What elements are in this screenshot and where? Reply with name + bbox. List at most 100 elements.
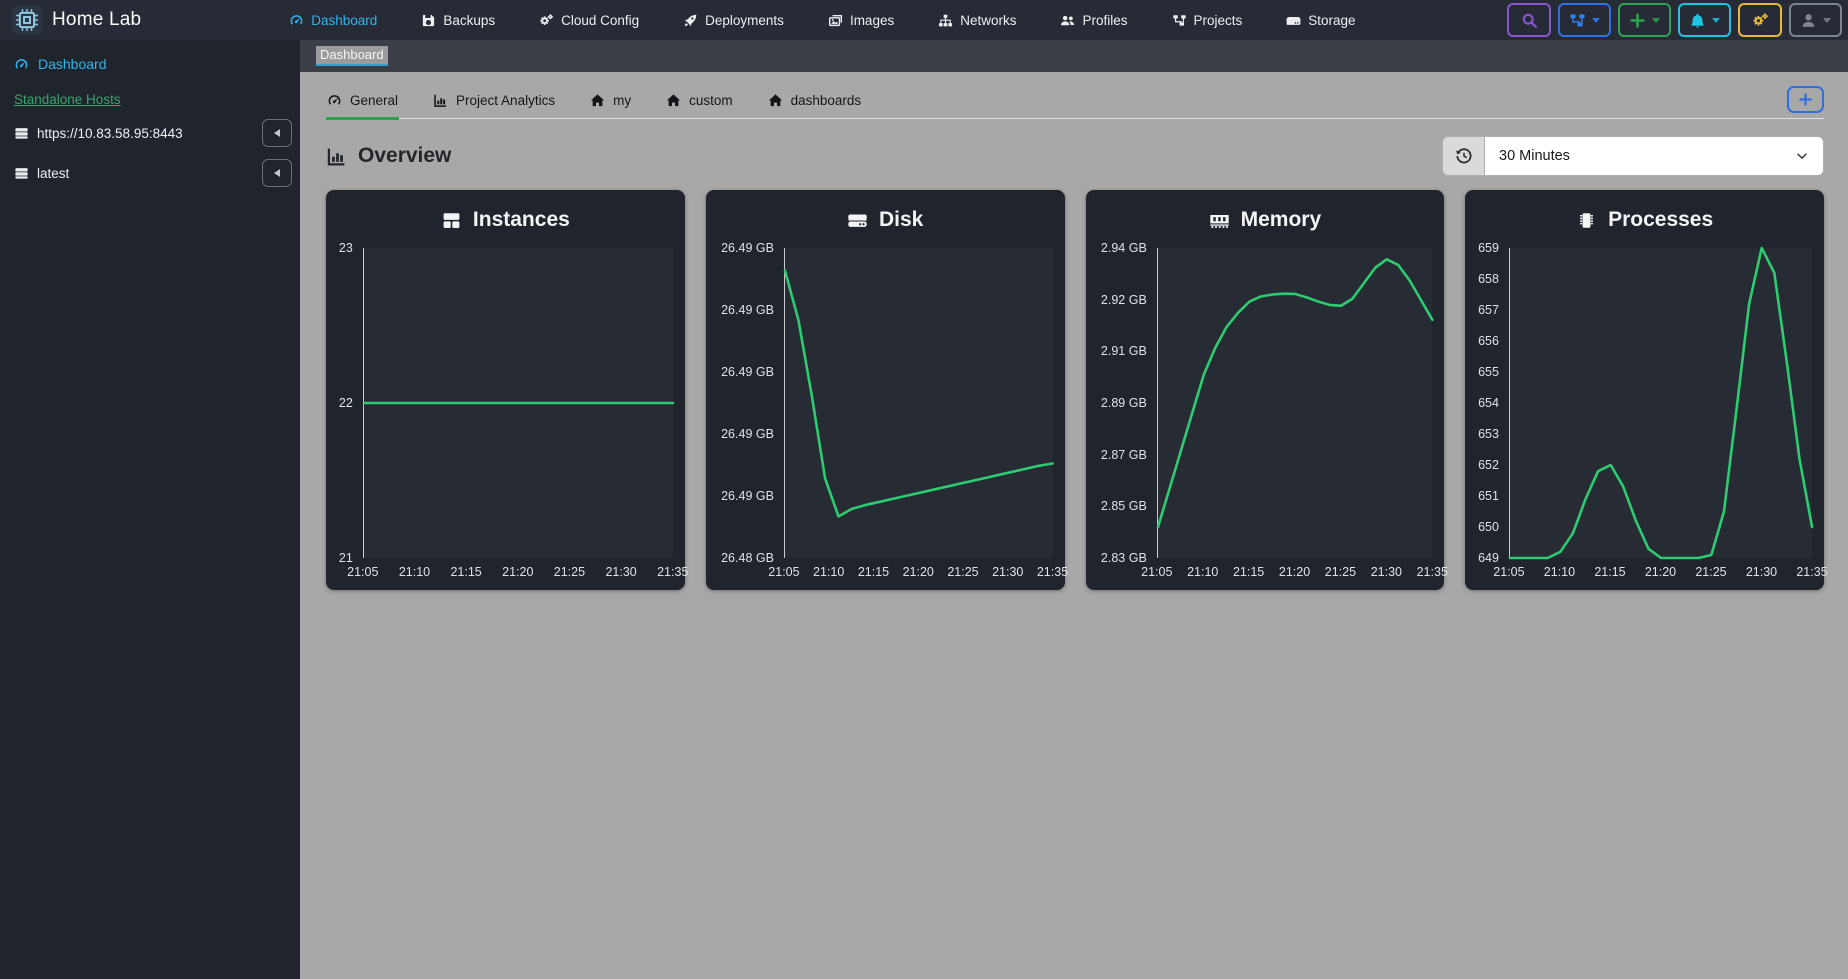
nav-item-cloud-config[interactable]: Cloud Config (539, 13, 639, 28)
tab-general[interactable]: General (326, 87, 400, 120)
chevron-down-icon (1795, 149, 1809, 163)
x-axis: 21:05 21:10 21:15 21:20 21:25 21:30 21:35 (347, 565, 689, 579)
hard-drive-icon (847, 210, 868, 231)
gauge-icon (14, 57, 29, 72)
card-title: Disk (706, 208, 1065, 232)
y-axis: 26.49 GB 26.49 GB 26.49 GB 26.49 GB 26.49 GB… (721, 241, 774, 565)
time-range-select[interactable]: 30 Minutes (1484, 136, 1824, 176)
nav-item-dashboard[interactable]: Dashboard (289, 13, 377, 28)
notifications-button[interactable] (1678, 3, 1731, 37)
sidebar-item-dashboard[interactable]: Dashboard (0, 40, 300, 72)
history-button[interactable] (1442, 136, 1484, 176)
boxes-icon (441, 210, 462, 231)
nav-item-storage[interactable]: Storage (1286, 12, 1356, 28)
plot-area (784, 248, 1053, 558)
tab-custom[interactable]: custom (665, 87, 734, 120)
time-range-group: 30 Minutes (1442, 136, 1824, 176)
microchip-icon (1576, 210, 1597, 231)
sitemap-icon (938, 13, 953, 28)
dashboard-tabs: General Project Analytics my custom dash… (326, 86, 1824, 120)
nav-label: Images (849, 12, 895, 28)
caret-down-icon (1592, 17, 1600, 23)
time-range-value: 30 Minutes (1499, 148, 1570, 164)
project-diagram-icon (1172, 13, 1187, 28)
card-title: Instances (326, 208, 685, 232)
host-label[interactable]: https://10.83.58.95:8443 (37, 125, 183, 141)
host-label[interactable]: latest (37, 165, 70, 181)
cluster-menu-button[interactable] (1558, 3, 1611, 37)
triangle-left-icon (274, 169, 280, 177)
header-actions (1507, 3, 1848, 37)
nav-item-projects[interactable]: Projects (1172, 12, 1243, 28)
tab-my[interactable]: my (589, 87, 632, 120)
gears-icon (539, 13, 554, 28)
nav-item-backups[interactable]: Backups (421, 13, 495, 28)
host-collapse-button[interactable] (262, 159, 292, 187)
nav-label: Profiles (1082, 12, 1128, 28)
nav-label: Networks (960, 12, 1017, 28)
tab-label: dashboards (790, 92, 862, 108)
create-menu-button[interactable] (1618, 3, 1671, 37)
gauge-icon (289, 13, 304, 28)
brand: Home Lab (0, 5, 141, 35)
cpu-logo-icon (12, 5, 42, 35)
app-title: Home Lab (52, 9, 142, 30)
breadcrumb: Dashboard (316, 46, 388, 66)
nav-label: Cloud Config (561, 12, 640, 28)
y-axis: 2.94 GB 2.92 GB 2.91 GB 2.89 GB 2.87 GB 2.85 … (1100, 241, 1147, 565)
server-icon (14, 166, 29, 181)
plus-icon (1798, 92, 1813, 107)
disk-chart: 26.49 GB 26.49 GB 26.49 GB 26.49 GB 26.49 GB… (706, 232, 1068, 590)
instances-card: Instances 23 22 21 21:05 21:10 21:15 21:20 21:… (326, 190, 689, 590)
content: General Project Analytics my custom dash… (300, 72, 1848, 590)
nav-item-profiles[interactable]: Profiles (1060, 12, 1128, 28)
floppy-icon (421, 13, 436, 28)
rocket-icon (683, 13, 698, 28)
nav-item-images[interactable]: Images (828, 13, 894, 28)
users-icon (1060, 13, 1075, 28)
tab-label: my (613, 92, 632, 108)
tab-dashboards[interactable]: dashboards (767, 87, 863, 120)
account-menu-button[interactable] (1789, 3, 1842, 37)
memory-icon (1209, 210, 1230, 231)
gauge-icon (327, 93, 342, 108)
history-icon (1455, 147, 1473, 165)
house-icon (590, 93, 605, 108)
nav-label: Dashboard (311, 12, 378, 28)
project-diagram-icon (1569, 12, 1586, 29)
nav-item-deployments[interactable]: Deployments (683, 13, 784, 28)
gears-icon (1752, 12, 1769, 29)
settings-button[interactable] (1738, 3, 1782, 37)
search-button[interactable] (1507, 3, 1551, 37)
card-title: Memory (1086, 208, 1445, 232)
search-icon (1521, 12, 1538, 29)
plus-icon (1629, 12, 1646, 29)
plot-area (363, 248, 673, 558)
primary-nav: Dashboard Backups Cloud Config Deploymen… (289, 12, 1356, 28)
y-axis: 23 22 21 (338, 241, 353, 565)
plot-area (1157, 248, 1432, 558)
nav-label: Storage (1308, 12, 1356, 28)
tab-label: custom (689, 92, 733, 108)
tab-label: General (350, 92, 399, 108)
chart-column-icon (433, 93, 448, 108)
host-row: latest (0, 157, 300, 189)
disk-card: Disk 26.49 GB 26.49 GB 26.49 GB 26.49 GB 26.… (705, 190, 1068, 590)
add-dashboard-button[interactable] (1787, 86, 1824, 113)
tab-label: Project Analytics (456, 92, 556, 108)
nav-label: Backups (443, 12, 496, 28)
nav-item-networks[interactable]: Networks (938, 13, 1016, 28)
standalone-hosts-link[interactable]: Standalone Hosts (14, 92, 121, 107)
host-collapse-button[interactable] (262, 119, 292, 147)
breadcrumb-bar: Dashboard (300, 40, 1848, 72)
overview-row: Overview 30 Minutes (326, 135, 1824, 177)
card-title: Processes (1465, 208, 1824, 232)
sidebar-dashboard-label: Dashboard (38, 56, 107, 72)
x-axis: 21:05 21:10 21:15 21:20 21:25 21:30 21:35 (1493, 565, 1828, 579)
sidebar: Dashboard Standalone Hosts https://10.83… (0, 40, 300, 979)
main-area: Dashboard General Project Analytics my c… (300, 0, 1848, 979)
server-icon (14, 126, 29, 141)
processes-card: Processes 659 658 657 656 655 654 653 652 651 650… (1465, 190, 1828, 590)
nav-label: Projects (1193, 12, 1243, 28)
tab-project-analytics[interactable]: Project Analytics (432, 87, 556, 120)
